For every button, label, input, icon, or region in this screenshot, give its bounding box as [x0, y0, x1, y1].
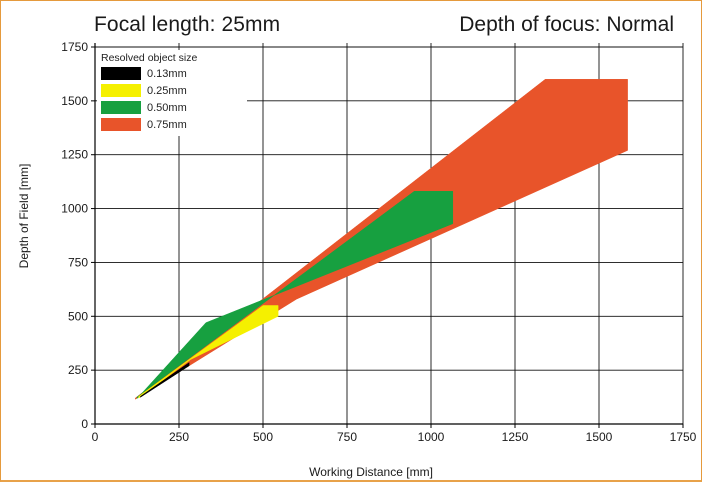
y-tick-label: 750 — [68, 255, 88, 269]
legend: Resolved object size 0.13mm 0.25mm 0.50mm 0.… — [97, 50, 247, 136]
x-tick-label: 1250 — [502, 430, 529, 444]
y-tick-label: 250 — [68, 363, 88, 377]
y-axis-label: Depth of Field [mm] — [17, 164, 31, 269]
tick-labels: 0 250 500 750 1000 1250 1500 1750 0 250 500 750 1000… — [61, 40, 696, 444]
legend-label: 0.50mm — [147, 102, 187, 114]
y-tick-label: 1250 — [61, 148, 88, 162]
focal-length-title: Focal length: 25mm — [94, 13, 281, 36]
legend-label: 0.75mm — [147, 119, 187, 131]
axes — [91, 43, 684, 428]
y-tick-label: 1000 — [61, 202, 88, 216]
x-tick-label: 0 — [92, 430, 99, 444]
x-axis-label: Working Distance [mm] — [309, 465, 433, 479]
x-tick-label: 750 — [337, 430, 357, 444]
series-layer — [135, 79, 628, 400]
x-tick-label: 250 — [169, 430, 189, 444]
series-region-0-50mm — [136, 191, 454, 400]
x-tick-label: 1000 — [418, 430, 445, 444]
y-tick-label: 1500 — [61, 94, 88, 108]
legend-swatch — [101, 67, 141, 80]
series-region-0-13mm — [140, 362, 190, 398]
x-tick-label: 1500 — [586, 430, 613, 444]
series-region-0-25mm — [138, 305, 279, 399]
legend-swatch — [101, 101, 141, 114]
legend-label: 0.25mm — [147, 85, 187, 97]
depth-of-focus-title: Depth of focus: Normal — [459, 13, 674, 36]
x-tick-label: 500 — [253, 430, 273, 444]
y-tick-label: 1750 — [61, 40, 88, 54]
legend-swatch — [101, 118, 141, 131]
legend-title: Resolved object size — [101, 52, 197, 64]
legend-label: 0.13mm — [147, 68, 187, 80]
y-tick-label: 0 — [81, 417, 88, 431]
chart-header: Focal length: 25mm Depth of focus: Norma… — [0, 8, 704, 42]
y-tick-label: 500 — [68, 309, 88, 323]
legend-swatch — [101, 84, 141, 97]
x-tick-label: 1750 — [670, 430, 697, 444]
